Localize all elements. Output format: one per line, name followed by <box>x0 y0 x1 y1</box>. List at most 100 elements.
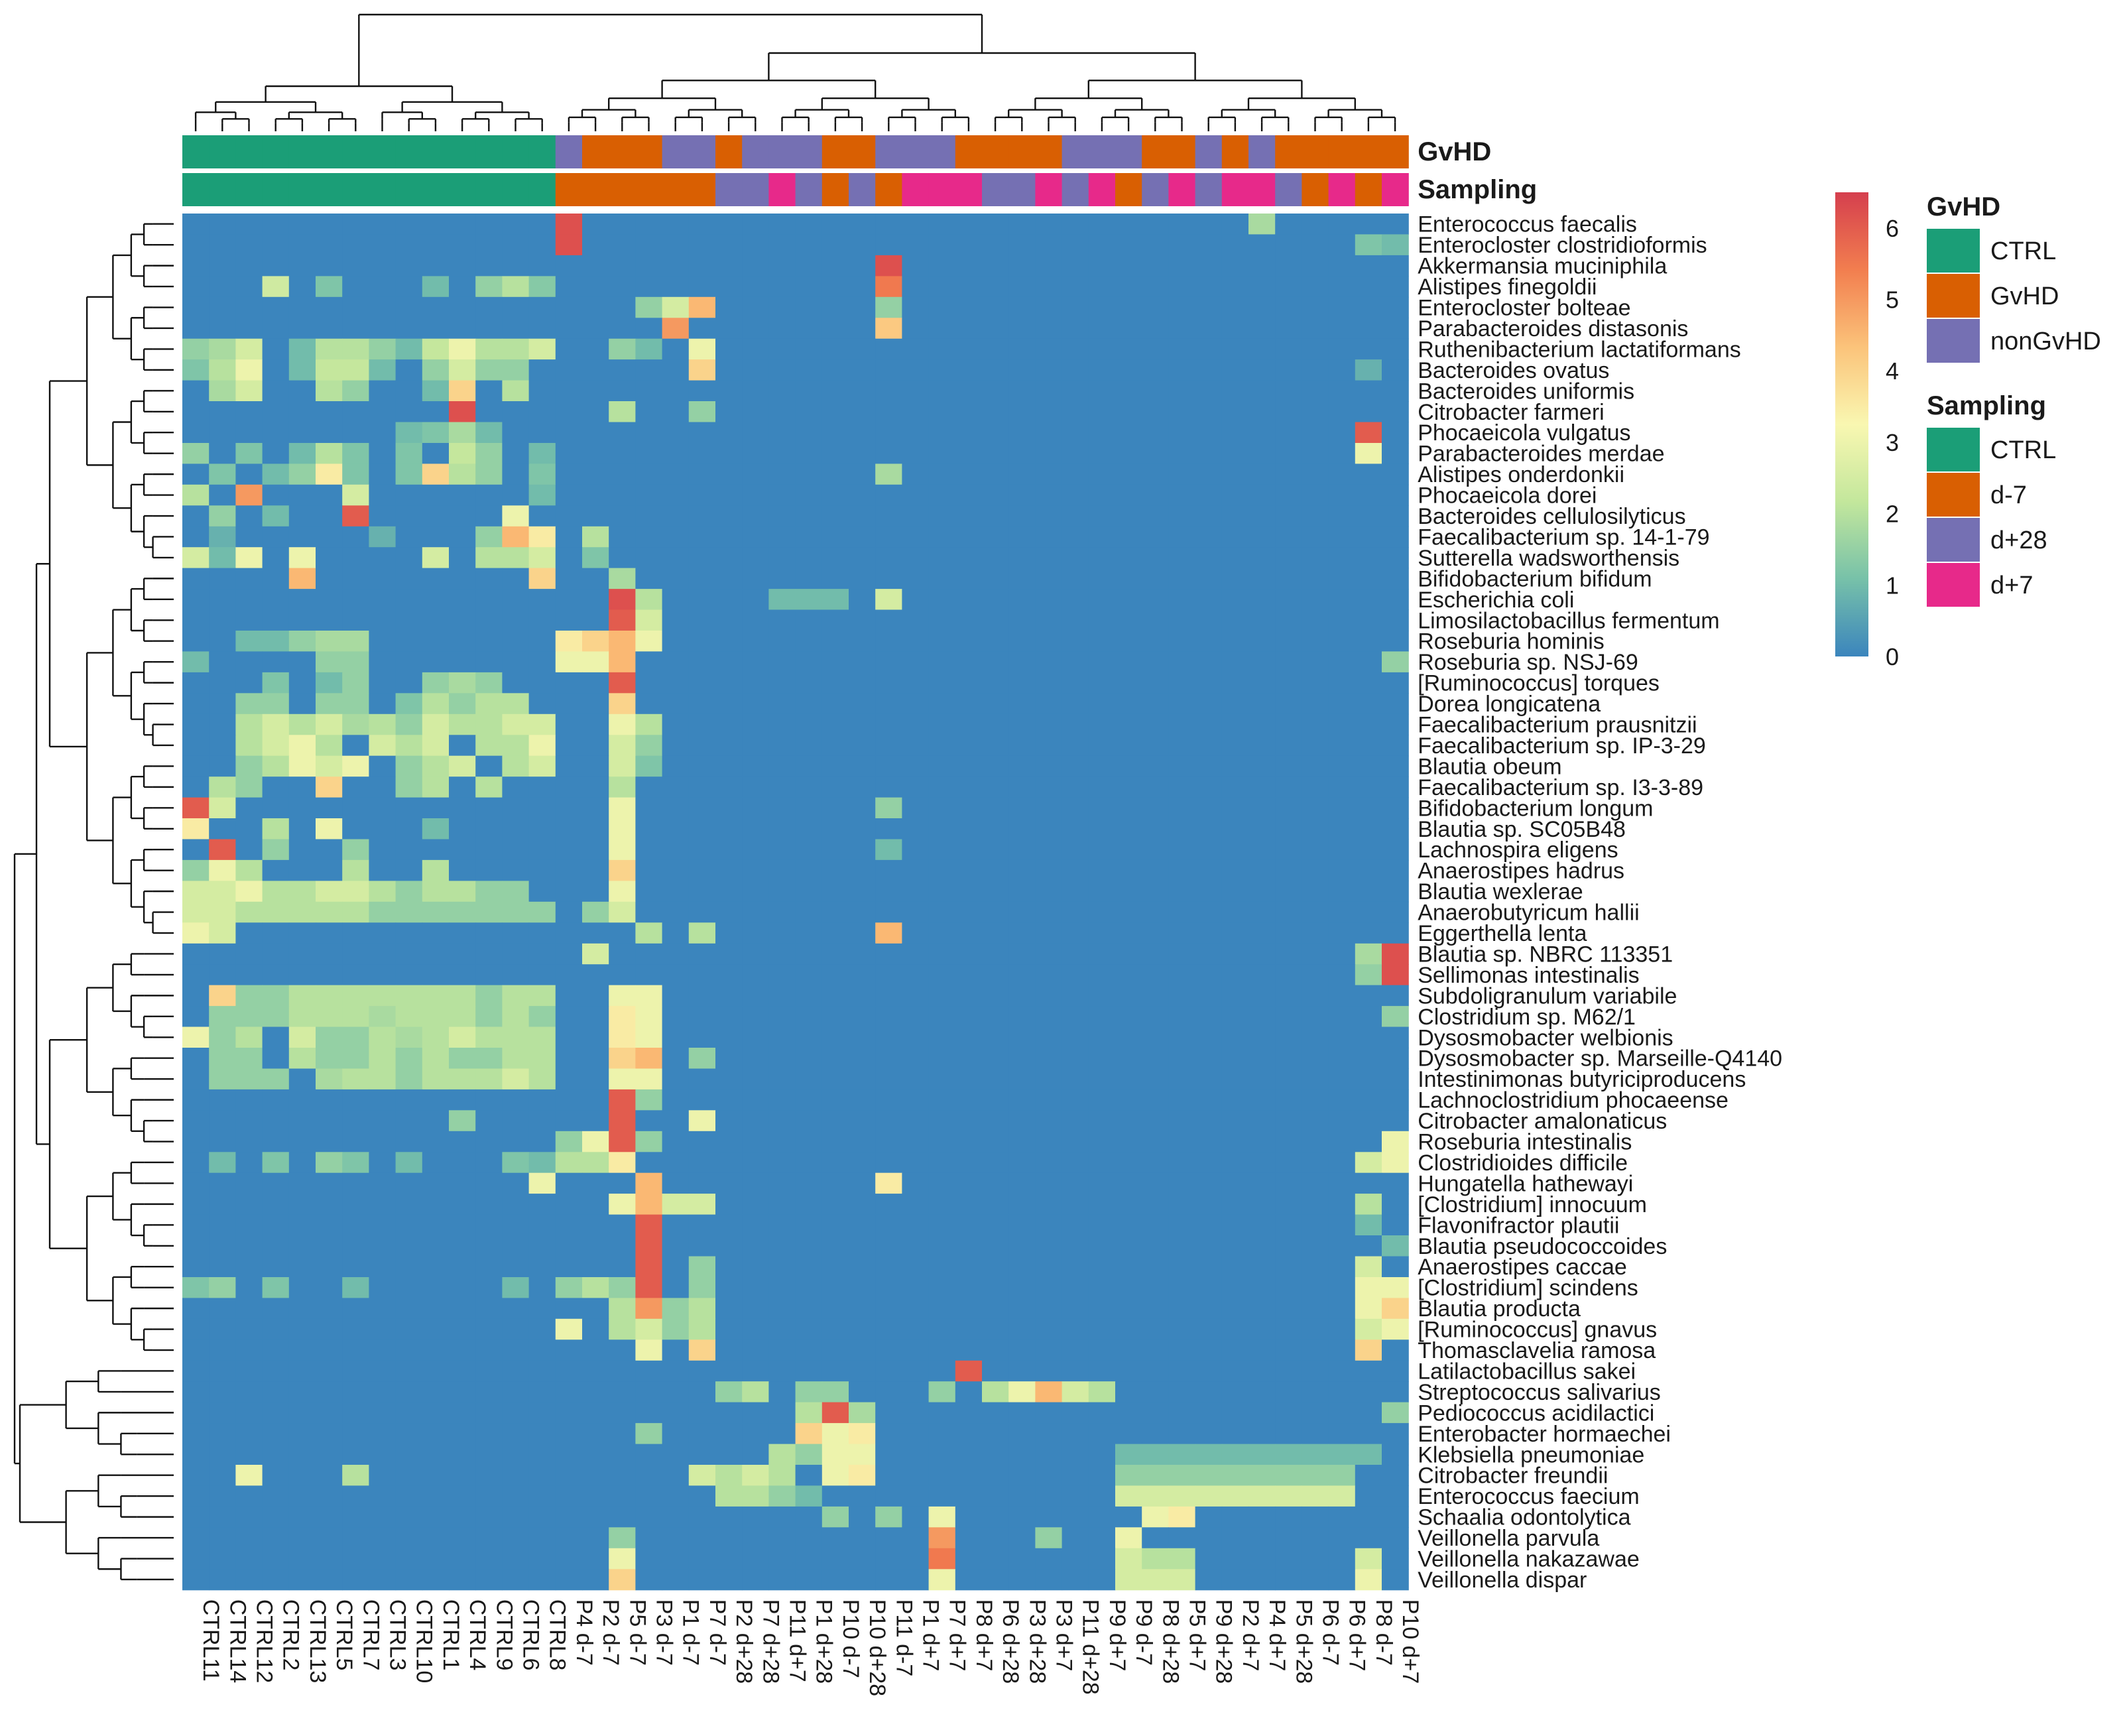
heatmap-cell <box>1142 1068 1169 1090</box>
heatmap-cell <box>1302 735 1329 757</box>
heatmap-cell <box>609 1381 636 1403</box>
heatmap-cell <box>955 401 983 422</box>
heatmap-cell <box>821 401 849 422</box>
heatmap-cell <box>342 1381 369 1403</box>
heatmap-cell <box>688 1152 716 1174</box>
heatmap-cell <box>316 1318 343 1340</box>
heatmap-cell <box>609 1172 636 1194</box>
heatmap-cell <box>555 1277 583 1298</box>
heatmap-cell <box>209 1110 236 1132</box>
heatmap-cell <box>1221 1527 1249 1549</box>
heatmap-cell <box>795 1256 823 1278</box>
heatmap-cell <box>742 296 769 318</box>
heatmap-cell <box>422 318 450 340</box>
heatmap-cell <box>1008 1360 1036 1382</box>
heatmap-cell <box>715 776 743 798</box>
sampling-annotation-cell <box>635 173 663 206</box>
heatmap-cell <box>662 1527 690 1549</box>
heatmap-cell <box>1008 1423 1036 1445</box>
heatmap-cell <box>1008 839 1036 861</box>
heatmap-cell <box>1115 839 1142 861</box>
heatmap-cell <box>262 1548 290 1570</box>
column-label: P7 d+7 <box>945 1599 970 1672</box>
heatmap-cell <box>1382 1214 1409 1236</box>
heatmap-cell <box>1355 985 1382 1007</box>
heatmap-cell <box>795 1277 823 1298</box>
heatmap-cell <box>316 380 343 402</box>
heatmap-cell <box>928 672 956 694</box>
heatmap-cell <box>1195 1256 1223 1278</box>
heatmap-cell <box>395 651 423 673</box>
heatmap-cell <box>715 1214 743 1236</box>
heatmap-cell <box>555 735 583 757</box>
heatmap-cell <box>715 1506 743 1528</box>
heatmap-cell <box>875 1026 902 1048</box>
gvhd-annotation-cell <box>395 135 423 168</box>
heatmap-cell <box>1168 1235 1196 1257</box>
heatmap-cell <box>235 755 263 777</box>
heatmap-cell <box>1221 776 1249 798</box>
heatmap-cell <box>316 1485 343 1507</box>
heatmap-cell <box>849 1506 876 1528</box>
heatmap-cell <box>1302 797 1329 819</box>
heatmap-cell <box>982 776 1009 798</box>
heatmap-cell <box>1355 1339 1382 1361</box>
heatmap-cell <box>1062 1298 1089 1320</box>
heatmap-cell <box>209 547 236 569</box>
heatmap-cell <box>342 338 369 360</box>
heatmap-cell <box>528 985 556 1007</box>
heatmap-cell <box>662 964 690 986</box>
heatmap-cell <box>902 1089 930 1111</box>
heatmap-cell <box>555 1485 583 1507</box>
heatmap-cell <box>849 943 876 965</box>
heatmap-cell <box>1382 296 1409 318</box>
heatmap-cell <box>1142 1444 1169 1465</box>
heatmap-cell <box>1275 568 1302 589</box>
heatmap-cell <box>688 443 716 464</box>
heatmap-cell <box>449 901 476 923</box>
heatmap-cell <box>475 214 503 235</box>
heatmap-cell <box>849 1172 876 1194</box>
heatmap-cell <box>582 214 609 235</box>
sampling-annotation-cell <box>1248 173 1276 206</box>
heatmap-cell <box>1355 1048 1382 1069</box>
heatmap-cell <box>316 1277 343 1298</box>
heatmap-cell <box>742 589 769 611</box>
heatmap-cell <box>1275 276 1302 298</box>
heatmap-cell <box>795 1423 823 1445</box>
heatmap-cell <box>475 484 503 506</box>
heatmap-cell <box>369 735 396 757</box>
heatmap-cell <box>688 859 716 881</box>
heatmap-cell <box>449 484 476 506</box>
heatmap-cell <box>821 755 849 777</box>
heatmap-cell <box>342 818 369 839</box>
heatmap-cell <box>422 443 450 464</box>
heatmap-cell <box>316 359 343 381</box>
heatmap-cell <box>688 422 716 444</box>
heatmap-cell <box>288 1068 316 1090</box>
heatmap-cell <box>1328 1068 1356 1090</box>
heatmap-cell <box>528 214 556 235</box>
heatmap-cell <box>395 1318 423 1340</box>
heatmap-cell <box>1275 881 1302 902</box>
heatmap-cell <box>1382 1131 1409 1152</box>
heatmap-cell <box>902 234 930 256</box>
heatmap-cell <box>768 901 796 923</box>
heatmap-cell <box>288 1131 316 1152</box>
heatmap-cell <box>582 401 609 422</box>
heatmap-cell <box>1008 651 1036 673</box>
heatmap-cell <box>395 1277 423 1298</box>
heatmap-cell <box>902 1256 930 1278</box>
heatmap-cell <box>928 839 956 861</box>
heatmap-cell <box>609 1569 636 1591</box>
heatmap-cell <box>1088 1068 1116 1090</box>
heatmap-cell <box>662 651 690 673</box>
heatmap-cell <box>1382 839 1409 861</box>
heatmap-cell <box>849 985 876 1007</box>
heatmap-cell <box>235 1506 263 1528</box>
heatmap-cell <box>1035 1089 1063 1111</box>
heatmap-cell <box>182 859 210 881</box>
heatmap-cell <box>1142 380 1169 402</box>
heatmap-cell <box>1248 214 1276 235</box>
heatmap-cell <box>742 1006 769 1028</box>
